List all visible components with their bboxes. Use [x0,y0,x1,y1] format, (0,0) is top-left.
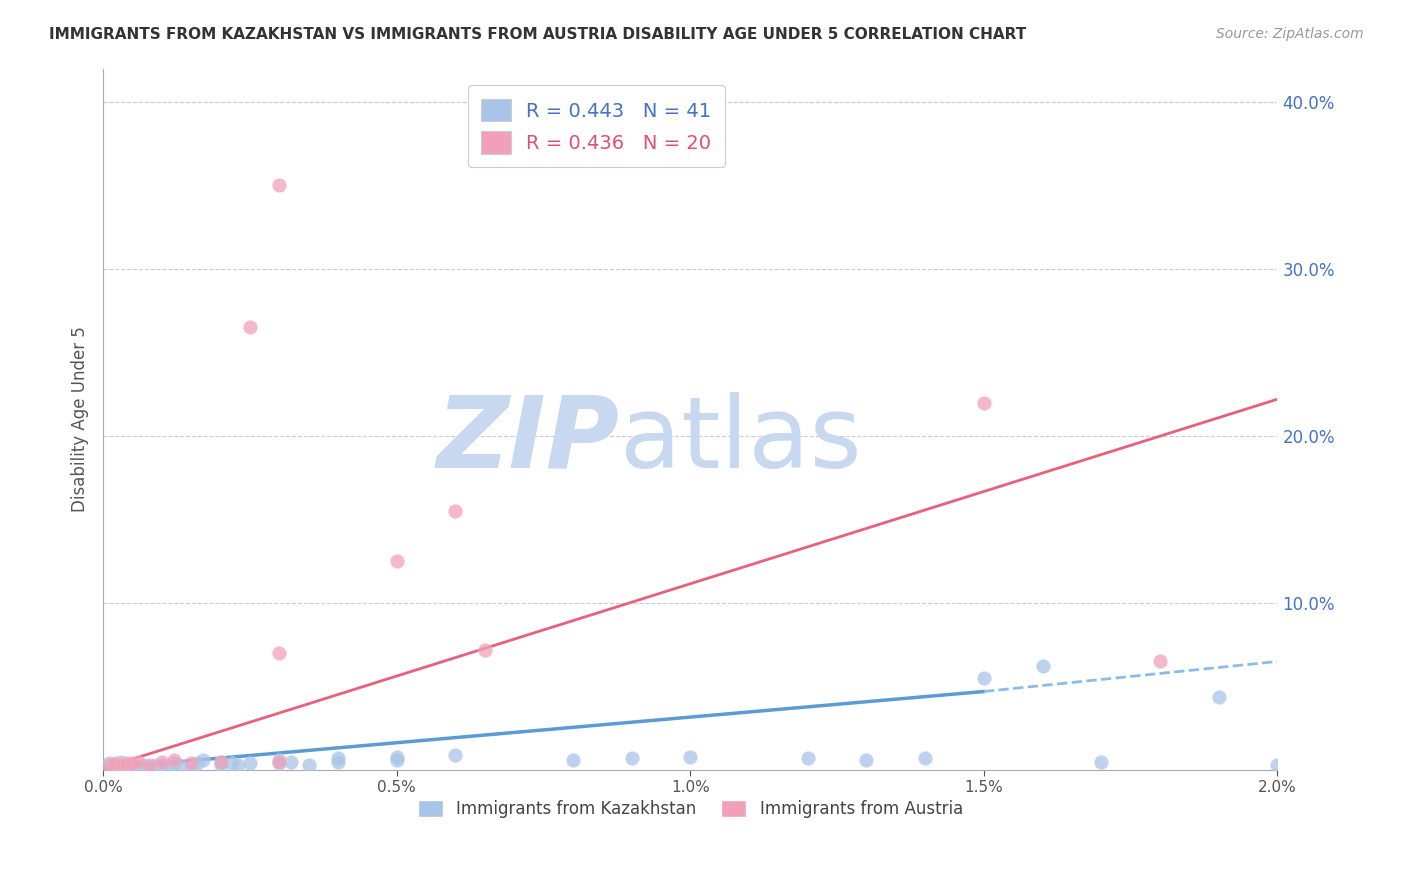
Point [1090,755,1112,769]
Point [269,646,291,660]
Point [98,758,121,772]
Point [385,749,408,764]
Point [180,756,202,771]
Point [269,755,291,769]
Point [326,751,349,765]
Point [561,753,583,767]
Y-axis label: Disability Age Under 5: Disability Age Under 5 [72,326,89,512]
Point [269,753,291,767]
Point [280,755,302,769]
Text: IMMIGRANTS FROM KAZAKHSTAN VS IMMIGRANTS FROM AUSTRIA DISABILITY AGE UNDER 5 COR: IMMIGRANTS FROM KAZAKHSTAN VS IMMIGRANTS… [49,27,1026,42]
Point [115,759,138,773]
Point [1267,758,1289,772]
Text: ZIP: ZIP [437,392,620,489]
Point [221,756,243,771]
Point [110,755,132,769]
Point [796,751,818,765]
Point [269,756,291,771]
Legend: Immigrants from Kazakhstan, Immigrants from Austria: Immigrants from Kazakhstan, Immigrants f… [411,793,970,825]
Point [134,758,156,772]
Point [1149,655,1171,669]
Point [385,554,408,568]
Point [139,758,162,772]
Point [150,758,173,772]
Point [973,671,995,685]
Text: atlas: atlas [620,392,862,489]
Point [1031,659,1053,673]
Point [139,759,162,773]
Point [326,755,349,769]
Point [679,749,702,764]
Text: Source: ZipAtlas.com: Source: ZipAtlas.com [1216,27,1364,41]
Point [162,756,184,771]
Point [973,395,995,409]
Point [121,758,143,772]
Point [104,758,127,772]
Point [239,756,262,771]
Point [115,756,138,771]
Point [169,758,191,772]
Point [444,504,467,518]
Point [156,759,179,773]
Point [385,753,408,767]
Point [121,756,143,771]
Point [269,178,291,193]
Point [226,758,249,772]
Point [162,753,184,767]
Point [186,756,208,771]
Point [474,642,496,657]
Point [127,759,149,773]
Point [444,747,467,762]
Point [620,751,643,765]
Point [298,758,321,772]
Point [209,755,232,769]
Point [127,755,149,769]
Point [145,758,167,772]
Point [191,753,214,767]
Point [239,320,262,334]
Point [104,756,127,771]
Point [180,759,202,773]
Point [110,758,132,772]
Point [209,758,232,772]
Point [209,755,232,769]
Point [150,755,173,769]
Point [1208,690,1230,704]
Point [855,753,877,767]
Point [98,756,121,771]
Point [914,751,936,765]
